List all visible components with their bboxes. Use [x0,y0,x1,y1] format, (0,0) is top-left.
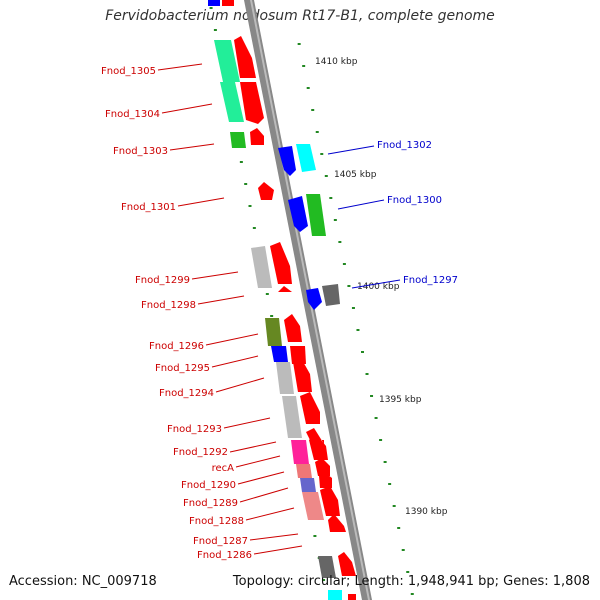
gene-label[interactable]: Fnod_1300 [387,195,442,206]
gene-label[interactable]: Fnod_1290 [181,480,236,491]
gene-block[interactable] [293,358,312,392]
gene-block[interactable] [250,128,264,145]
gene-block[interactable] [284,314,302,342]
gene-block[interactable] [328,514,346,532]
gene-block[interactable] [296,144,316,172]
gene-block[interactable] [300,478,316,492]
leader-lines [157,63,401,555]
accession-text: Accession: NC_009718 [9,574,157,589]
gene-block[interactable] [222,0,234,6]
gene-label[interactable]: Fnod_1286 [197,550,252,561]
gene-block[interactable] [318,556,336,578]
gene-block[interactable] [309,434,328,460]
scale-label-1390: 1390 kbp [405,507,448,517]
gene-block[interactable] [214,40,240,82]
leader-line [191,271,239,280]
leader-line [205,333,259,346]
gene-label[interactable]: Fnod_1301 [121,202,176,213]
gene-block[interactable] [338,552,356,576]
gene-block[interactable] [234,36,256,78]
scale-label-1400: 1400 kbp [357,282,400,292]
gene-block[interactable] [300,392,320,424]
gene-label[interactable]: Fnod_1294 [159,388,214,399]
gene-label[interactable]: recA [212,463,235,474]
reverse-gene-labels: Fnod_1302 Fnod_1300 Fnod_1297 [377,140,458,286]
gene-block[interactable] [320,486,340,516]
scale-label-1405: 1405 kbp [334,170,377,180]
gene-block[interactable] [230,132,246,148]
gene-label[interactable]: Fnod_1297 [403,275,458,286]
gene-label[interactable]: Fnod_1295 [155,363,210,374]
map-title: Fervidobacterium nodosum Rt17-B1, comple… [105,8,495,24]
leader-line [351,279,401,289]
gene-block[interactable] [251,246,272,288]
gene-block[interactable] [270,242,292,284]
gene-block[interactable] [240,82,264,124]
gene-block[interactable] [282,396,302,438]
gene-block[interactable] [271,346,288,362]
gene-label[interactable]: Fnod_1302 [377,140,432,151]
gene-block[interactable] [319,472,332,488]
gene-block[interactable] [258,182,274,200]
leader-line [169,143,215,151]
leader-line [211,355,259,368]
gene-block[interactable] [290,346,306,364]
gene-label[interactable]: Fnod_1292 [173,447,228,458]
reverse-genes [278,144,340,310]
leader-line [157,63,203,71]
gene-block[interactable] [348,594,356,600]
leader-line [223,417,271,429]
genome-summary-text: Topology: circular; Length: 1,948,941 bp… [232,574,590,589]
forward-genes [208,0,356,600]
gene-label[interactable]: Fnod_1304 [105,109,160,120]
gene-block[interactable] [328,590,342,600]
gene-block[interactable] [306,194,326,236]
leader-line [177,197,225,207]
gene-label[interactable]: Fnod_1298 [141,300,196,311]
gene-label[interactable]: Fnod_1288 [189,516,244,527]
forward-gene-labels: Fnod_1305 Fnod_1304 Fnod_1303 Fnod_1301 … [101,66,252,561]
gene-block[interactable] [315,458,330,476]
gene-block[interactable] [208,0,220,6]
gene-block[interactable] [278,146,296,176]
gene-block[interactable] [306,288,322,310]
leader-line [235,455,281,468]
gene-block[interactable] [291,440,309,464]
leader-line [197,295,245,305]
gene-block[interactable] [296,464,312,478]
scale-label-1395: 1395 kbp [379,395,422,405]
leader-line [253,545,303,555]
leader-line [249,533,299,541]
leader-line [337,199,385,210]
leader-line [229,441,277,453]
gene-block[interactable] [288,196,308,232]
gene-label[interactable]: Fnod_1296 [149,341,204,352]
leader-line [161,103,213,114]
gene-block[interactable] [302,492,324,520]
gene-block[interactable] [322,284,340,306]
gene-label[interactable]: Fnod_1289 [183,498,238,509]
leader-line [239,487,289,503]
gene-block[interactable] [278,286,292,292]
scale-label-1410: 1410 kbp [315,57,358,67]
scale-labels: 1410 kbp 1405 kbp 1400 kbp 1395 kbp 1390… [315,57,448,517]
leader-line [327,145,375,155]
gene-label[interactable]: Fnod_1293 [167,424,222,435]
leader-line [215,377,265,393]
leader-line [237,471,285,485]
gene-label[interactable]: Fnod_1303 [113,146,168,157]
gene-label[interactable]: Fnod_1305 [101,66,156,77]
gene-label[interactable]: Fnod_1299 [135,275,190,286]
gene-block[interactable] [220,82,244,122]
gene-block[interactable] [265,318,282,346]
leader-line [245,507,295,521]
gene-label[interactable]: Fnod_1287 [193,536,248,547]
gene-block[interactable] [276,362,294,394]
